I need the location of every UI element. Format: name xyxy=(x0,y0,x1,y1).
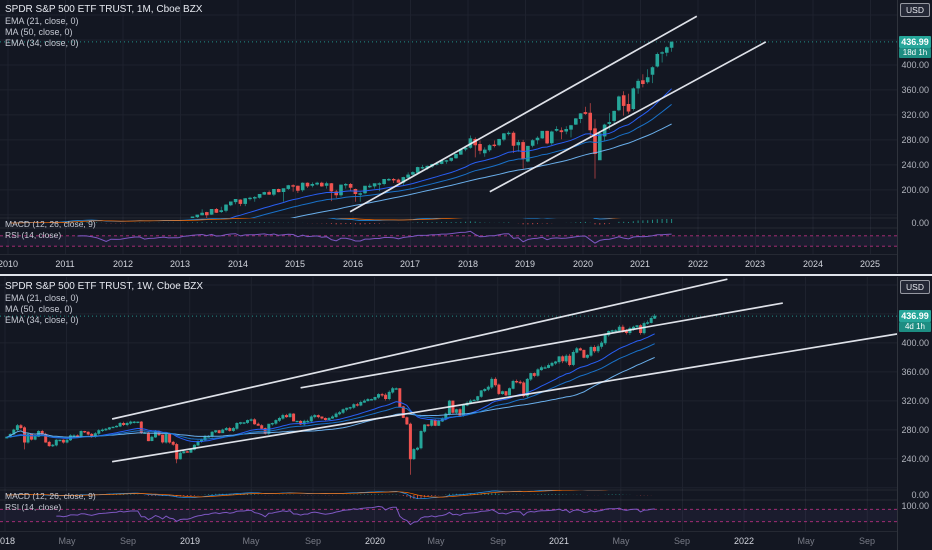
symbol-title[interactable]: SPDR S&P 500 ETF TRUST, 1M, Cboe BZX xyxy=(5,4,203,15)
macd-zero-label: 0.00 xyxy=(911,490,929,500)
time-label: 2022 xyxy=(687,259,709,269)
time-axis[interactable]: 2010 2011 2012 2013 2014 2015 2016 2017 2018 2019… xyxy=(0,254,897,273)
bar-countdown-badge: 18d 1h xyxy=(899,48,931,58)
macd-pane xyxy=(6,490,652,500)
ema-21-line xyxy=(6,333,655,443)
time-label: May xyxy=(612,536,630,546)
trendline-1 xyxy=(111,278,728,420)
rsi-band xyxy=(0,235,897,247)
trendline-1 xyxy=(349,15,698,213)
time-label: Sep xyxy=(119,536,137,546)
indicator-legend-ema34[interactable]: EMA (34, close, 0) xyxy=(5,38,79,48)
trendline-2 xyxy=(111,333,897,463)
rsi-line xyxy=(77,230,672,244)
time-label: Sep xyxy=(304,536,322,546)
price-scale[interactable]: USD 436.99 4d 1h 0.00 100.00 400.00 360.0… xyxy=(897,277,932,550)
trendline-3 xyxy=(300,302,783,389)
time-label: 2017 xyxy=(399,259,421,269)
trendline-2 xyxy=(489,41,767,193)
time-label: May xyxy=(427,536,445,546)
time-label: 2020 xyxy=(572,259,594,269)
indicator-legend-ema21[interactable]: EMA (21, close, 0) xyxy=(5,293,79,303)
indicator-legend-ma50[interactable]: MA (50, close, 0) xyxy=(5,304,73,314)
price-label: 240.00 xyxy=(901,160,929,170)
time-label: 2025 xyxy=(859,259,881,269)
ema-21-line xyxy=(229,88,672,218)
time-label: Sep xyxy=(489,536,507,546)
time-label: 2023 xyxy=(744,259,766,269)
currency-button[interactable]: USD xyxy=(900,280,930,294)
price-label: 400.00 xyxy=(901,60,929,70)
price-label: 400.00 xyxy=(901,338,929,348)
time-label: 2022 xyxy=(733,536,755,546)
time-label: 2010 xyxy=(0,259,19,269)
chart-legend-monthly: SPDR S&P 500 ETF TRUST, 1M, Cboe BZX EMA… xyxy=(5,3,202,49)
price-label: 320.00 xyxy=(901,110,929,120)
last-price-badge: 436.99 xyxy=(899,310,931,322)
pane-separators xyxy=(0,217,897,229)
chart-panel-weekly: SPDR S&P 500 ETF TRUST, 1W, Cboe BZX EMA… xyxy=(0,277,932,550)
candles-down xyxy=(205,74,645,218)
time-label: 2012 xyxy=(112,259,134,269)
time-label: 2021 xyxy=(629,259,651,269)
macd-pane xyxy=(10,218,673,225)
price-label: 360.00 xyxy=(901,367,929,377)
macd-legend[interactable]: MACD (12, 26, close, 9) xyxy=(5,490,96,501)
time-label: 2019 xyxy=(179,536,201,546)
candles-up xyxy=(5,314,657,460)
sma-50-line xyxy=(289,123,672,218)
time-label: 2024 xyxy=(802,259,824,269)
time-label: May xyxy=(797,536,815,546)
price-chart-canvas-weekly[interactable] xyxy=(0,277,897,550)
chart-legend-weekly: SPDR S&P 500 ETF TRUST, 1W, Cboe BZX EMA… xyxy=(5,280,203,326)
time-label: May xyxy=(58,536,76,546)
price-label: 280.00 xyxy=(901,135,929,145)
price-scale[interactable]: USD 436.99 18d 1h 0.00 400.00 360.00 320.0… xyxy=(897,0,932,273)
price-label: 360.00 xyxy=(901,85,929,95)
indicator-legend-ema21[interactable]: EMA (21, close, 0) xyxy=(5,16,79,26)
sma-50-line xyxy=(6,356,655,438)
time-label: 2019 xyxy=(514,259,536,269)
time-label: 2021 xyxy=(548,536,570,546)
candles-down xyxy=(19,324,643,475)
bar-countdown-badge: 4d 1h xyxy=(899,322,931,332)
ema-34-line xyxy=(6,343,655,440)
time-label: Sep xyxy=(673,536,691,546)
time-label: Sep xyxy=(858,536,876,546)
time-label: 2014 xyxy=(227,259,249,269)
price-label: 240.00 xyxy=(901,454,929,464)
time-label: 2020 xyxy=(364,536,386,546)
macd-legend[interactable]: MACD (12, 26, close, 9) xyxy=(5,218,96,229)
price-label: 280.00 xyxy=(901,425,929,435)
time-label: May xyxy=(242,536,260,546)
time-label: 2018 xyxy=(0,536,16,546)
time-axis[interactable]: 2018 May Sep 2019 May Sep 2020 May Sep 2021 May Sep… xyxy=(0,531,897,550)
rsi-line xyxy=(56,505,655,526)
ema-34-line xyxy=(249,104,672,218)
rsi-legend[interactable]: RSI (14, close) xyxy=(5,230,62,240)
time-label: 2015 xyxy=(284,259,306,269)
indicator-legend-ema34[interactable]: EMA (34, close, 0) xyxy=(5,315,79,325)
price-label: 200.00 xyxy=(901,185,929,195)
macd-zero-label: 0.00 xyxy=(911,218,929,228)
price-chart-canvas-monthly[interactable] xyxy=(0,0,897,273)
currency-button[interactable]: USD xyxy=(900,3,930,17)
rsi-legend[interactable]: RSI (14, close) xyxy=(5,502,62,512)
symbol-title[interactable]: SPDR S&P 500 ETF TRUST, 1W, Cboe BZX xyxy=(5,281,204,292)
time-label: 2011 xyxy=(55,259,75,269)
time-label: 2013 xyxy=(169,259,191,269)
panel-divider[interactable] xyxy=(0,273,932,277)
pane-separators xyxy=(0,489,897,501)
time-label: 2016 xyxy=(342,259,364,269)
time-label: 2018 xyxy=(457,259,479,269)
grid xyxy=(0,0,897,254)
indicator-legend-ma50[interactable]: MA (50, close, 0) xyxy=(5,27,73,37)
price-label: 320.00 xyxy=(901,396,929,406)
chart-panel-monthly: SPDR S&P 500 ETF TRUST, 1M, Cboe BZX EMA… xyxy=(0,0,932,273)
last-price-badge: 436.99 xyxy=(899,36,931,48)
rsi-scale-label: 100.00 xyxy=(901,501,929,511)
